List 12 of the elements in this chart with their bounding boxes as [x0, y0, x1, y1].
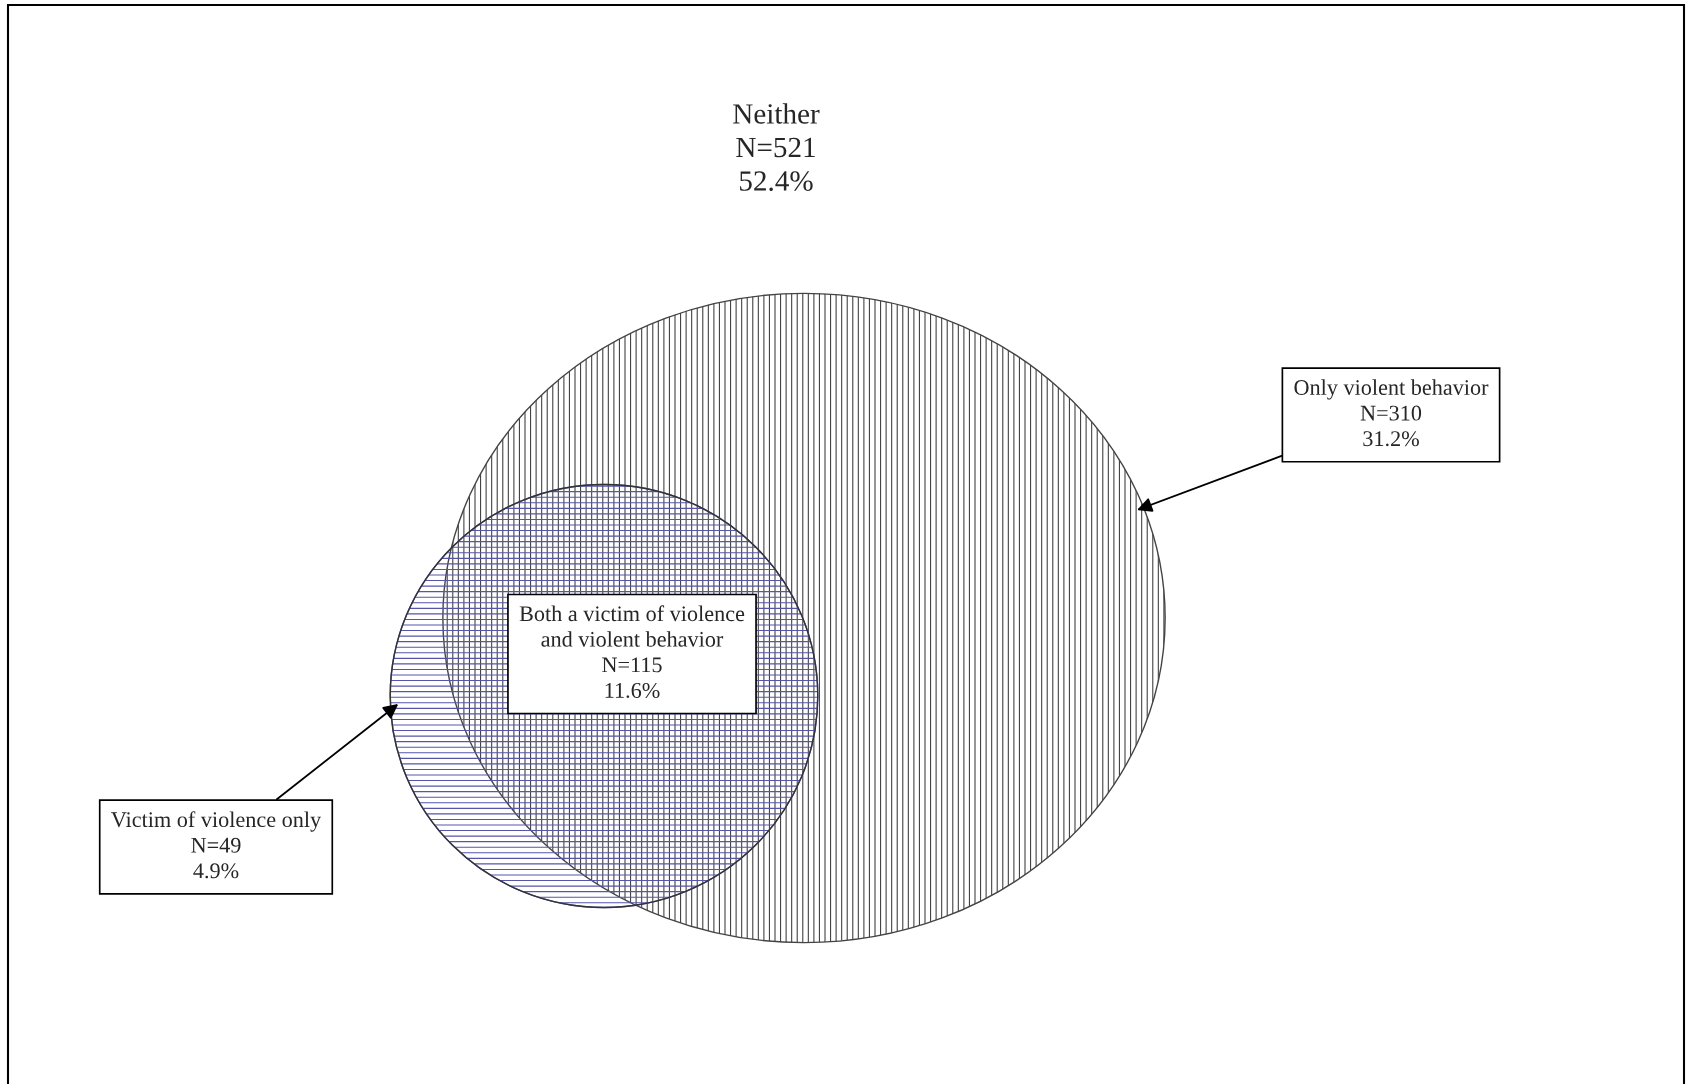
data-label: 31.2% [1363, 431, 1419, 447]
data-label: 4.9% [193, 863, 239, 879]
data-label: 52.4% [740, 171, 813, 191]
category-label: Both a victim of violence and violent behavior [519, 605, 745, 647]
category-label: Neither [733, 103, 820, 124]
category-label: Only violent behavior [1294, 379, 1489, 400]
data-label: N=49 [191, 837, 241, 853]
data-label: N=521 [736, 137, 815, 158]
category-label: Victim of violence only [111, 811, 322, 832]
data-label: N=115 [602, 657, 662, 673]
data-label: 11.6% [605, 682, 660, 698]
data-label: N=310 [1360, 405, 1422, 421]
